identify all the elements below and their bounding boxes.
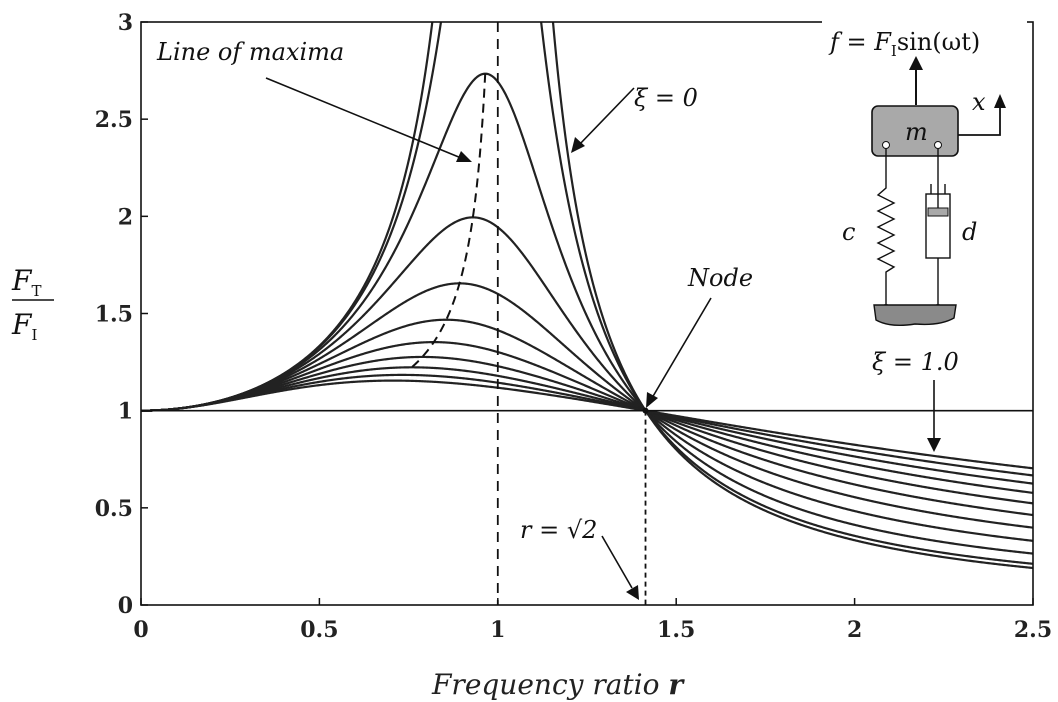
y-tick-label: 0.5 [95, 496, 133, 522]
reference-lines [141, 22, 1033, 605]
ylabel-num-sub: T [31, 282, 41, 300]
y-axis-label: FT FI [11, 264, 54, 344]
svg-text:f = FIsin(ωt): f = FIsin(ωt) [828, 28, 980, 60]
damper-piston [927, 207, 949, 217]
force-sub: I [891, 42, 897, 60]
y-tick-label: 0 [118, 593, 133, 619]
node-point [642, 407, 649, 414]
x-tick-label: 0 [133, 617, 148, 643]
series-line-xi-0.7 [141, 355, 1033, 494]
mass-label: m [905, 118, 928, 146]
node-label: Node [687, 264, 753, 292]
spring-label: c [842, 218, 855, 246]
xi-one-label: ξ = 1.0 [872, 348, 959, 376]
ylabel-den: F [11, 308, 33, 341]
y-tick-label: 3 [118, 10, 133, 36]
series-line-xi-0.4 [141, 282, 1033, 529]
r-sqrt2-label: r = √2 [520, 516, 597, 544]
ylabel-den-sub: I [31, 326, 37, 344]
ticks-group: 0 0.5 1 1.5 2 2.5 0 0.5 1 1.5 2 2.5 3 [95, 10, 1052, 643]
series-line-xi-0.8 [141, 366, 1033, 485]
spring [876, 148, 896, 308]
damper-label: d [962, 218, 977, 246]
x-tick-label: 2.5 [1014, 617, 1052, 643]
line-of-maxima-label: Line of maxima [156, 38, 344, 66]
xi-zero-label: ξ = 0 [634, 84, 698, 112]
svg-text:FT: FT [11, 264, 41, 300]
series-line-xi-0.5 [141, 318, 1033, 517]
x-tick-label: 1.5 [657, 617, 695, 643]
curves-group [141, 22, 1033, 570]
x-tick-label: 1 [490, 617, 505, 643]
series-line-xi-0.3 [141, 216, 1033, 542]
y-tick-label: 1.5 [95, 302, 133, 328]
inset-schematic: f = FIsin(ωt) m x c d [822, 18, 1027, 327]
series-line-xi-0.2 [141, 72, 1033, 555]
ylabel-num: F [11, 264, 33, 297]
y-tick-label: 2.5 [95, 107, 133, 133]
series-line-xi-0.1 [141, 22, 1033, 565]
annotations: Line of maxima ξ = 0 Node r = √2 ξ = 1.0 [156, 38, 959, 600]
series-line-xi-1 [141, 379, 1033, 470]
y-tick-label: 2 [118, 204, 133, 230]
disp-label: x [972, 88, 986, 116]
x-tick-label: 2 [847, 617, 862, 643]
y-tick-label: 1 [118, 399, 133, 425]
x-axis-label: Frequency ratio r [431, 668, 685, 701]
x-tick-label: 0.5 [300, 617, 338, 643]
force-tail: sin(ωt) [897, 28, 980, 56]
series-line-xi-0.6 [141, 341, 1033, 505]
force-eq: f = F [828, 28, 892, 56]
series-line-xi-0.9 [141, 373, 1033, 477]
ground [873, 304, 957, 327]
svg-text:FI: FI [11, 308, 37, 344]
